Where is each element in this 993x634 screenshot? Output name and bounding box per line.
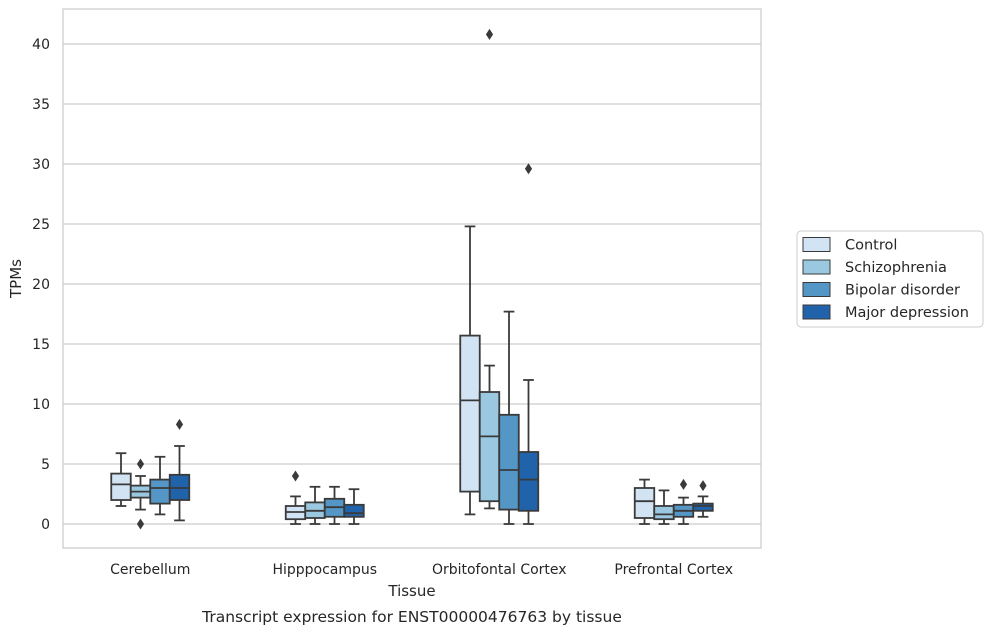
outlier-point xyxy=(175,418,184,430)
box-1-1 xyxy=(304,485,326,525)
legend-label: Bipolar disorder xyxy=(845,283,960,299)
box-3-2 xyxy=(672,478,695,525)
gridlines xyxy=(63,43,761,525)
y-tick-label: 15 xyxy=(32,337,50,353)
box-iqr xyxy=(343,503,365,518)
x-tick-label: Prefrontal Cortex xyxy=(614,562,733,578)
legend-label: Major depression xyxy=(845,305,969,321)
box-iqr xyxy=(110,472,132,501)
box-iqr xyxy=(498,413,520,511)
chart-caption: Transcript expression for ENST0000047676… xyxy=(201,608,622,626)
legend-swatch xyxy=(802,282,831,297)
box-0-1 xyxy=(129,458,152,530)
y-tick-label: 25 xyxy=(32,217,50,233)
outlier-point xyxy=(524,163,533,175)
x-axis-ticks: Cerebellum Hipppocampus Orbitofontal Corte… xyxy=(110,562,733,578)
box-0-0 xyxy=(110,452,132,507)
outlier-point xyxy=(291,470,300,482)
box-iqr xyxy=(459,334,481,493)
box-plots xyxy=(110,28,714,530)
box-2-0 xyxy=(459,225,481,516)
box-1-2 xyxy=(323,485,346,525)
y-tick-label: 30 xyxy=(32,157,50,173)
box-0-3 xyxy=(168,418,191,522)
box-0-2 xyxy=(149,455,171,516)
legend: Control Schizophrenia Bipolar disorder Majo… xyxy=(796,230,984,328)
y-tick-label: 10 xyxy=(32,397,50,413)
x-tick-label: Hipppocampus xyxy=(272,562,377,578)
y-tick-label: 40 xyxy=(32,37,50,53)
legend-swatch xyxy=(802,304,831,320)
y-axis-label: TPMs xyxy=(7,259,25,299)
outlier-point xyxy=(699,480,707,492)
box-iqr xyxy=(517,451,540,512)
legend-label: Control xyxy=(845,238,897,254)
box-iqr xyxy=(478,391,501,503)
legend-label: Schizophrenia xyxy=(845,260,947,276)
box-2-3 xyxy=(517,163,540,525)
box-3-0 xyxy=(633,478,656,525)
y-tick-label: 0 xyxy=(41,517,50,533)
y-tick-label: 20 xyxy=(32,277,50,293)
box-1-0 xyxy=(284,470,307,525)
legend-swatch xyxy=(802,237,831,252)
legend-frame xyxy=(796,230,984,328)
box-1-3 xyxy=(343,488,365,525)
box-iqr xyxy=(149,478,171,505)
plot-frame xyxy=(62,8,762,549)
box-iqr xyxy=(692,502,714,512)
y-axis-ticks: 0 5 10 15 20 25 30 35 40 xyxy=(32,37,50,533)
y-tick-label: 5 xyxy=(41,457,50,473)
outlier-point xyxy=(136,458,145,470)
box-iqr xyxy=(653,505,675,521)
outlier-point xyxy=(679,478,688,490)
box-2-1 xyxy=(478,28,501,510)
x-axis-label: Tissue xyxy=(387,582,435,600)
legend-swatch xyxy=(802,259,831,275)
outlier-point xyxy=(485,28,494,40)
y-tick-label: 35 xyxy=(32,97,50,113)
box-iqr xyxy=(633,487,656,519)
x-tick-label: Orbitofontal Cortex xyxy=(432,562,567,578)
box-3-1 xyxy=(653,489,675,525)
x-tick-label: Cerebellum xyxy=(110,562,190,578)
box-3-3 xyxy=(692,480,714,518)
outlier-point xyxy=(136,518,145,530)
box-2-2 xyxy=(498,310,520,525)
